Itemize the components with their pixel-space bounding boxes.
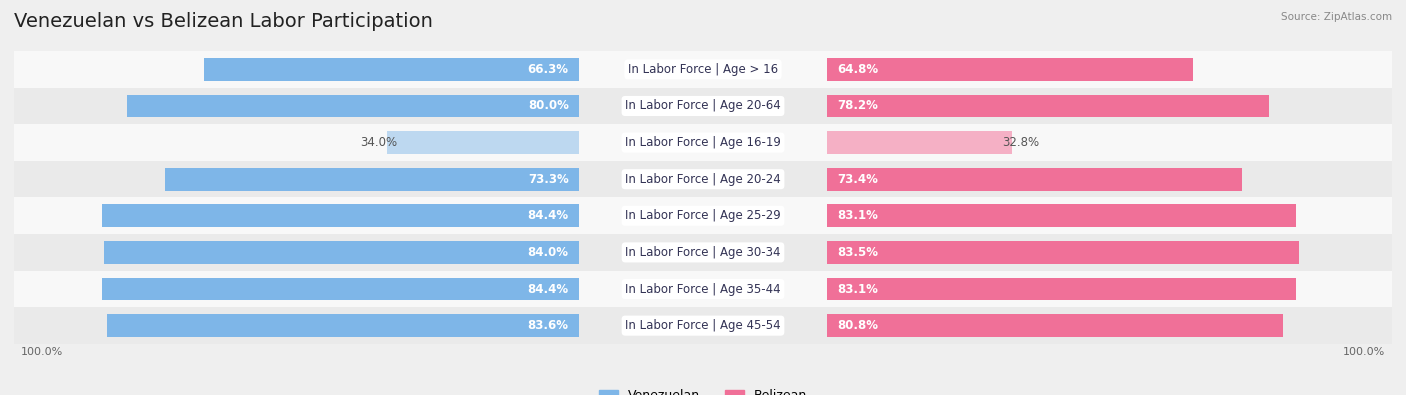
Text: In Labor Force | Age 45-54: In Labor Force | Age 45-54	[626, 319, 780, 332]
Bar	[103, 278, 579, 300]
Text: 66.3%: 66.3%	[527, 63, 568, 76]
Bar	[827, 278, 1296, 300]
Bar	[827, 205, 1296, 227]
Text: 80.0%: 80.0%	[527, 100, 568, 113]
Bar	[827, 168, 1241, 190]
Bar	[14, 234, 1392, 271]
Text: 73.3%: 73.3%	[527, 173, 568, 186]
Text: Venezuelan vs Belizean Labor Participation: Venezuelan vs Belizean Labor Participati…	[14, 12, 433, 31]
Bar	[14, 51, 1392, 88]
Bar	[14, 88, 1392, 124]
Text: 100.0%: 100.0%	[1343, 347, 1385, 357]
Bar	[827, 241, 1299, 264]
Legend: Venezuelan, Belizean: Venezuelan, Belizean	[595, 384, 811, 395]
Bar	[14, 307, 1392, 344]
Text: 84.4%: 84.4%	[527, 209, 568, 222]
Bar	[165, 168, 579, 190]
Text: 84.0%: 84.0%	[527, 246, 568, 259]
Bar	[14, 198, 1392, 234]
Bar	[107, 314, 579, 337]
Text: 83.1%: 83.1%	[838, 282, 879, 295]
Bar	[14, 161, 1392, 198]
Text: 84.4%: 84.4%	[527, 282, 568, 295]
Bar	[103, 205, 579, 227]
Text: 78.2%: 78.2%	[838, 100, 879, 113]
Text: In Labor Force | Age 25-29: In Labor Force | Age 25-29	[626, 209, 780, 222]
Text: In Labor Force | Age 35-44: In Labor Force | Age 35-44	[626, 282, 780, 295]
Bar	[387, 131, 579, 154]
Bar	[127, 95, 579, 117]
Bar	[827, 131, 1012, 154]
Text: Source: ZipAtlas.com: Source: ZipAtlas.com	[1281, 12, 1392, 22]
Text: 73.4%: 73.4%	[838, 173, 879, 186]
Text: 83.1%: 83.1%	[838, 209, 879, 222]
Text: In Labor Force | Age 20-64: In Labor Force | Age 20-64	[626, 100, 780, 113]
Text: 64.8%: 64.8%	[838, 63, 879, 76]
Bar	[204, 58, 579, 81]
Text: In Labor Force | Age 30-34: In Labor Force | Age 30-34	[626, 246, 780, 259]
Text: In Labor Force | Age 20-24: In Labor Force | Age 20-24	[626, 173, 780, 186]
Bar	[14, 271, 1392, 307]
Bar	[827, 314, 1284, 337]
Text: 100.0%: 100.0%	[21, 347, 63, 357]
Bar	[14, 124, 1392, 161]
Text: 80.8%: 80.8%	[838, 319, 879, 332]
Bar	[827, 95, 1268, 117]
Text: 83.5%: 83.5%	[838, 246, 879, 259]
Bar	[104, 241, 579, 264]
Text: 32.8%: 32.8%	[1002, 136, 1039, 149]
Text: In Labor Force | Age 16-19: In Labor Force | Age 16-19	[626, 136, 780, 149]
Text: In Labor Force | Age > 16: In Labor Force | Age > 16	[628, 63, 778, 76]
Bar	[827, 58, 1194, 81]
Text: 34.0%: 34.0%	[360, 136, 398, 149]
Text: 83.6%: 83.6%	[527, 319, 568, 332]
